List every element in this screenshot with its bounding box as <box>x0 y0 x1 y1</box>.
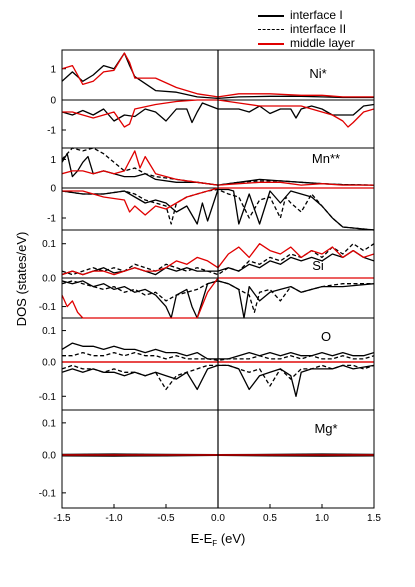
x-axis: -1.5 -1.0 -0.5 0.0 0.5 1.0 1.5 <box>53 504 381 524</box>
y-tick-label: 1 <box>50 155 56 166</box>
y-tick-label: 0.0 <box>42 451 56 462</box>
legend-label-interface-i: interface I <box>290 8 343 22</box>
series-line-interface-i-down <box>62 188 374 231</box>
legend-swatch-solid-red <box>258 43 284 45</box>
panel-ni: 1 0 -1 Ni* <box>47 52 374 149</box>
y-axis-label: DOS (states/eV) <box>14 232 29 327</box>
series-line-interface-i-down <box>62 102 374 124</box>
series-line-interface-ii-up <box>62 351 374 362</box>
y-tick-label: -0.1 <box>39 302 57 313</box>
legend-label-interface-ii: interface II <box>290 22 347 36</box>
x-tick-label: 1.0 <box>315 513 329 524</box>
series-line-interface-ii-down <box>62 188 374 231</box>
y-tick-label: 0 <box>50 184 56 195</box>
y-tick-label: 0.0 <box>42 358 56 369</box>
legend-swatch-dashed-black <box>258 29 284 30</box>
y-tick-label: -1 <box>47 126 56 137</box>
series-line-interface-ii-up <box>62 243 374 276</box>
panel-label-ni: Ni* <box>309 66 326 81</box>
series-line-middle-layer-up <box>62 52 374 98</box>
panel-o: 0.1 0.0 -0.1 O <box>39 326 374 411</box>
panel-label-mn: Mn** <box>312 151 340 166</box>
series-line-interface-ii-down <box>62 280 374 313</box>
x-axis-label: E-EF (eV) <box>191 531 246 548</box>
panel-label-mg: Mg* <box>314 421 337 436</box>
series-line-interface-i-up <box>62 52 374 100</box>
x-tick-label: 1.5 <box>367 513 381 524</box>
series-line-middle-layer-down <box>62 187 374 216</box>
y-tick-label: -0.1 <box>39 392 57 403</box>
y-tick-label: 0 <box>50 96 56 107</box>
legend-swatch-solid-black <box>258 15 284 17</box>
y-tick-label: -0.1 <box>39 488 57 499</box>
panel-label-o: O <box>321 329 331 344</box>
x-tick-label: -1.5 <box>53 513 71 524</box>
curves-mn <box>62 147 374 231</box>
y-tick-label: 0.1 <box>42 239 56 250</box>
x-tick-label: -0.5 <box>157 513 175 524</box>
panel-label-si: Si <box>312 258 324 273</box>
x-tick-label: 0.0 <box>211 513 225 524</box>
y-tick-label: 0.1 <box>42 326 56 337</box>
y-tick-label: 1 <box>50 64 56 75</box>
x-tick-label: -1.0 <box>105 513 123 524</box>
y-tick-label: -1 <box>47 214 56 225</box>
panel-si: 0.1 0.0 -0.1 Si <box>39 239 374 319</box>
series-line-middle-layer-up <box>62 150 374 186</box>
panels-layer: 10-1Ni*10-1Mn**0.10.0-0.1Si0.10.0-0.1O0.… <box>39 52 374 499</box>
x-tick-label: 0.5 <box>263 513 277 524</box>
panel-mn: 1 0 -1 Mn** <box>47 147 374 231</box>
panel-mg: 0.1 0.0 -0.1 Mg* <box>39 418 374 499</box>
legend-label-middle-layer: middle layer <box>290 36 355 50</box>
y-tick-label: 0.1 <box>42 418 56 429</box>
series-line-interface-ii-up <box>62 147 374 186</box>
y-tick-label: 0.0 <box>42 274 56 285</box>
